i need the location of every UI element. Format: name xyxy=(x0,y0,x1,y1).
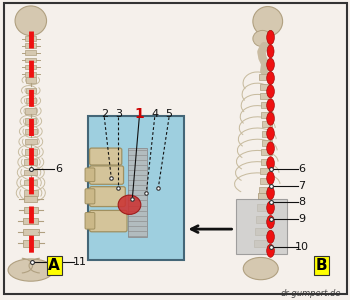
Ellipse shape xyxy=(267,85,274,98)
Text: A: A xyxy=(48,258,60,273)
Text: 2: 2 xyxy=(101,109,108,119)
Bar xyxy=(24,190,37,196)
Bar xyxy=(26,88,36,93)
Ellipse shape xyxy=(267,71,274,85)
Text: 8: 8 xyxy=(299,197,306,207)
Bar xyxy=(261,102,272,108)
Bar xyxy=(23,218,38,224)
Text: 6: 6 xyxy=(299,164,306,174)
Bar xyxy=(25,36,36,41)
Text: B: B xyxy=(315,258,327,273)
Text: 9: 9 xyxy=(299,214,306,224)
Bar xyxy=(26,77,36,83)
Bar xyxy=(256,216,269,223)
FancyBboxPatch shape xyxy=(90,187,125,207)
Ellipse shape xyxy=(267,186,274,200)
FancyBboxPatch shape xyxy=(90,210,127,232)
Ellipse shape xyxy=(267,201,274,214)
Ellipse shape xyxy=(253,30,272,47)
Bar xyxy=(257,205,270,211)
Bar xyxy=(25,72,36,76)
Text: 10: 10 xyxy=(295,242,309,252)
Ellipse shape xyxy=(267,112,274,125)
Text: 6: 6 xyxy=(55,164,62,174)
Text: 4: 4 xyxy=(151,109,158,119)
Bar xyxy=(259,187,270,193)
Bar xyxy=(256,228,268,235)
Ellipse shape xyxy=(267,244,274,257)
Text: 11: 11 xyxy=(73,257,87,267)
Bar xyxy=(254,240,267,247)
Text: 5: 5 xyxy=(166,109,173,119)
Bar xyxy=(262,121,272,127)
Bar xyxy=(262,130,272,136)
Ellipse shape xyxy=(243,257,278,280)
Bar xyxy=(25,58,36,62)
FancyBboxPatch shape xyxy=(85,212,95,229)
Bar xyxy=(260,93,271,99)
Bar xyxy=(24,207,38,213)
Bar xyxy=(26,98,36,103)
Bar xyxy=(260,168,271,174)
Bar xyxy=(23,240,39,247)
FancyBboxPatch shape xyxy=(90,166,124,184)
Ellipse shape xyxy=(267,127,274,140)
Bar xyxy=(236,199,287,254)
Ellipse shape xyxy=(267,172,274,184)
Ellipse shape xyxy=(8,259,54,281)
Bar xyxy=(258,193,271,199)
Bar xyxy=(25,50,36,55)
Bar xyxy=(259,74,270,80)
Bar xyxy=(128,148,147,237)
Bar xyxy=(23,229,38,236)
Bar xyxy=(262,140,272,146)
Bar xyxy=(25,118,36,124)
Ellipse shape xyxy=(267,30,274,44)
Bar xyxy=(261,159,272,165)
Text: 1: 1 xyxy=(134,107,144,121)
Ellipse shape xyxy=(267,58,274,71)
Ellipse shape xyxy=(267,157,274,170)
Text: 7: 7 xyxy=(299,181,306,191)
Ellipse shape xyxy=(118,195,141,214)
Ellipse shape xyxy=(267,215,274,229)
Bar xyxy=(25,43,36,48)
Ellipse shape xyxy=(253,7,283,36)
FancyBboxPatch shape xyxy=(85,168,95,182)
Bar xyxy=(24,196,37,202)
Bar xyxy=(25,65,36,69)
Bar xyxy=(261,112,272,118)
Bar xyxy=(88,116,184,260)
Bar xyxy=(25,108,36,114)
Text: 3: 3 xyxy=(115,109,122,119)
Bar xyxy=(25,160,37,165)
Ellipse shape xyxy=(267,45,274,58)
Bar xyxy=(25,149,37,154)
Ellipse shape xyxy=(267,230,274,243)
FancyBboxPatch shape xyxy=(90,148,122,165)
Bar xyxy=(25,129,37,134)
Ellipse shape xyxy=(15,6,47,36)
Text: dr-gumpert.de: dr-gumpert.de xyxy=(281,290,341,298)
Bar xyxy=(24,180,37,185)
Ellipse shape xyxy=(267,142,274,155)
Bar xyxy=(25,139,37,144)
FancyBboxPatch shape xyxy=(85,189,95,204)
Bar xyxy=(260,84,270,89)
Bar xyxy=(261,149,272,155)
Ellipse shape xyxy=(267,99,274,112)
Bar xyxy=(260,178,270,184)
Bar xyxy=(24,170,37,175)
